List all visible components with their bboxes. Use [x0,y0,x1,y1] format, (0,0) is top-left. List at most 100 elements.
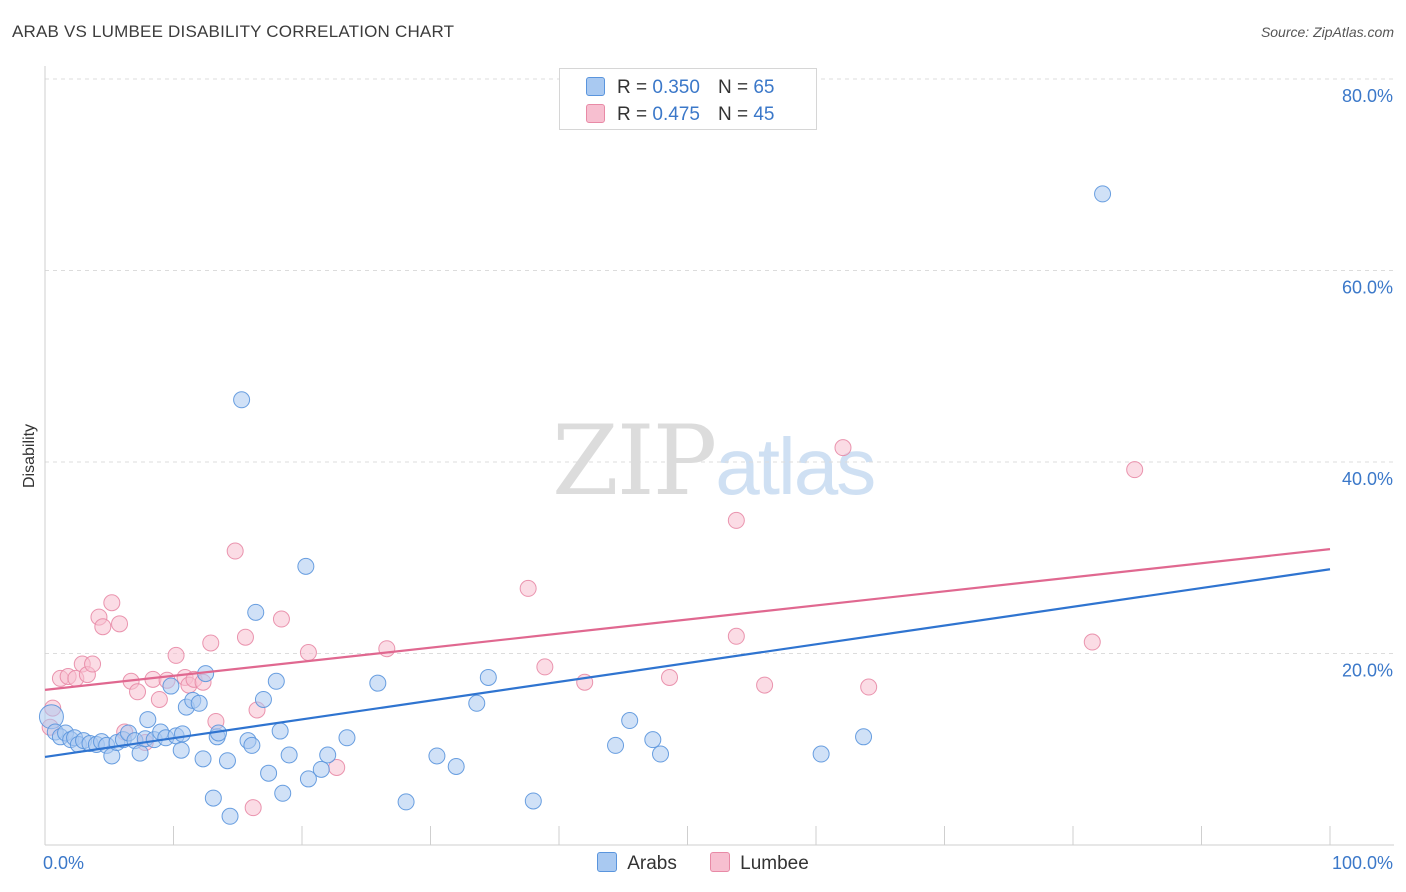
arabs-point [247,603,265,621]
arabs-legend-label: Arabs [627,853,677,874]
trend-lines [44,548,1331,758]
arabs-point [204,789,222,807]
y-tick-label-80: 80.0% [1342,86,1393,106]
lumbee-point [378,640,396,658]
arabs-point [855,728,873,746]
arabs-point [139,711,157,729]
lumbee-point [272,610,290,628]
arabs-point [162,677,180,695]
x-tick-label-100: 100.0% [1332,853,1393,873]
lumbee-point [244,799,262,817]
lumbee-point [150,690,168,708]
arabs-point [468,694,486,712]
arabs-point [479,668,497,686]
arabs-point [260,764,278,782]
y-axis-label: Disability [21,424,38,488]
arabs-point [194,750,212,768]
lumbee-point [834,439,852,457]
lumbee-swatch [586,104,605,123]
legend-item-lumbee[interactable]: Lumbee [710,852,809,875]
y-tick-label-60: 60.0% [1342,278,1393,298]
lumbee-r-label: R = [617,104,648,125]
arabs-point [280,746,298,764]
gridlines [45,78,1394,654]
lumbee-point [84,655,102,673]
lumbee-point [860,678,878,696]
arabs-point [173,725,191,743]
arabs-point [274,784,292,802]
lumbee-legend-swatch [710,852,731,872]
arabs-trend-line [44,568,1331,758]
watermark: ZIPatlas [552,405,876,517]
arabs-point [221,807,239,825]
arabs-point [299,770,317,788]
arabs-point [190,694,208,712]
arabs-point [297,557,315,575]
lumbee-point [129,683,147,701]
legend-item-arabs[interactable]: Arabs [597,852,677,875]
lumbee-point [226,542,244,560]
lumbee-point [727,627,745,645]
watermark-atlas: atlas [715,422,876,511]
lumbee-point [103,594,121,612]
lumbee-point [1083,633,1101,651]
tick-labels: 20.0% 40.0% 60.0% 80.0% 0.0% 100.0% [43,86,1393,873]
arabs-point [621,712,639,730]
arabs-point [1094,185,1112,203]
lumbee-legend-label: Lumbee [740,853,809,874]
arabs-point [254,690,272,708]
watermark-zip: ZIP [552,405,717,517]
arabs-point [607,736,625,754]
arabs-point [338,729,356,747]
source-label: Source: ZipAtlas.com [1260,24,1394,40]
legend-row-lumbee: R = 0.475 N = 45 [586,104,774,128]
arabs-point [271,722,289,740]
arabs-point [369,674,387,692]
arabs-point [233,391,251,409]
arabs-point [812,745,830,763]
y-tick-label-20: 20.0% [1342,661,1393,681]
lumbee-point [727,511,745,529]
arabs-point [218,752,236,770]
arabs-r-label: R = [617,77,648,98]
series-legend: Arabs Lumbee [0,852,1406,875]
lumbee-point [536,658,554,676]
legend-row-arabs: R = 0.350 N = 65 [586,77,774,101]
arabs-legend-swatch [597,852,618,872]
lumbee-trend-line [44,548,1331,691]
x-tick-label-0: 0.0% [43,853,84,873]
arabs-swatch [586,77,605,96]
arabs-n-value: 65 [753,77,775,98]
lumbee-point [299,644,317,662]
lumbee-point [661,668,679,686]
arabs-point [652,745,670,763]
arabs-point [131,744,149,762]
lumbee-point [94,618,112,636]
arabs-n-label: N = [717,77,749,98]
lumbee-n-value: 45 [753,104,775,125]
correlation-legend: R = 0.350 N = 65 R = 0.475 N = 45 [559,68,817,130]
arabs-point [319,746,337,764]
arabs-point [172,741,190,759]
data-points [38,185,1144,825]
arabs-point [428,747,446,765]
arabs-point [312,760,330,778]
lumbee-n-label: N = [717,104,749,125]
arabs-r-value: 0.350 [652,77,700,98]
arabs-point [524,792,542,810]
y-tick-label-40: 40.0% [1342,469,1393,489]
lumbee-point [519,579,537,597]
lumbee-point [1126,461,1144,479]
lumbee-point [111,615,129,633]
lumbee-point [756,676,774,694]
arabs-point [267,672,285,690]
arabs-point [644,731,662,749]
lumbee-point [202,634,220,652]
arabs-points [38,185,1112,825]
arabs-point [447,757,465,775]
arabs-point [243,736,261,754]
chart-title: ARAB VS LUMBEE DISABILITY CORRELATION CH… [12,22,455,41]
lumbee-point [167,646,185,664]
arabs-point [397,793,415,811]
